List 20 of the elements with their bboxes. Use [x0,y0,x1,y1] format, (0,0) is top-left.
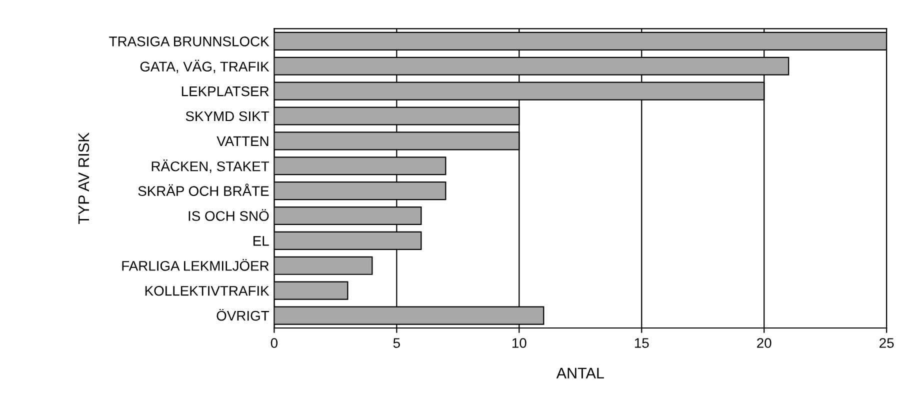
x-tick-label: 5 [393,338,400,348]
y-tick-label: SKRÄP OCH BRÅTE [138,184,269,196]
y-tick-label: SKYMD SIKT [186,111,270,122]
y-tick-label: IS OCH SNÖ [188,209,269,221]
y-tick-label: EL [253,236,269,246]
y-tick-label: TRASIGA BRUNNSLOCK [109,36,270,46]
y-tick-label: FARLIGA LEKMILJÖER [122,259,269,271]
x-tick-label: 10 [512,338,526,348]
y-axis-title: TYP AV RISK [78,132,90,224]
y-tick-label: LEKPLATSER [182,86,269,96]
y-tick-label: VATTEN [216,136,268,146]
y-tick-label: KOLLEKTIVTRAFIK [145,286,270,296]
x-tick-label: 15 [634,338,649,348]
x-tick-label: 25 [880,338,894,348]
y-tick-label: RÄCKEN, STAKET [152,160,270,173]
x-axis-title: ANTAL [556,368,604,378]
x-tick-label: 0 [270,338,278,348]
y-tick-label: GATA, VÄG, TRAFIK [140,60,270,74]
y-tick-label: ÖVRIGT [216,308,270,321]
x-tick-label: 20 [757,338,772,348]
